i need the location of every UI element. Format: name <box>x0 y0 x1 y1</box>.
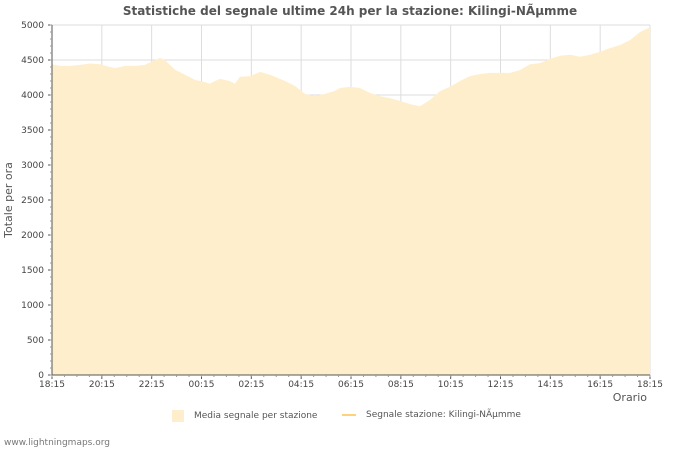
y-tick-label: 3500 <box>21 126 44 136</box>
y-axis-ticks: 0 500 1000 1500 2000 2500 3000 3500 4000 4500 5000 <box>21 21 52 381</box>
average-signal-area <box>52 27 650 375</box>
y-tick-label: 4500 <box>21 56 44 66</box>
x-tick-label: 20:15 <box>89 380 115 390</box>
y-tick-label: 4000 <box>21 91 44 101</box>
legend-item-average[interactable]: Media segnale per stazione <box>172 410 317 422</box>
x-tick-label: 00:15 <box>189 380 215 390</box>
y-tick-label: 5000 <box>21 21 44 31</box>
chart-title: Statistiche del segnale ultime 24h per l… <box>122 4 578 18</box>
y-tick-label: 1000 <box>21 301 44 311</box>
x-tick-label: 02:15 <box>238 380 264 390</box>
x-tick-label: 06:15 <box>338 380 364 390</box>
x-tick-label: 08:15 <box>388 380 414 390</box>
y-tick-label: 500 <box>27 336 44 346</box>
x-tick-label: 12:15 <box>488 380 514 390</box>
y-tick-label: 1500 <box>21 266 44 276</box>
footer-source-link[interactable]: www.lightningmaps.org <box>4 438 110 448</box>
line-swatch-icon <box>342 414 356 416</box>
x-axis-ticks: 18:15 20:15 22:15 00:15 02:15 04:15 06:15 08:15… <box>39 375 663 390</box>
y-tick-label: 2500 <box>21 196 44 206</box>
y-tick-label: 3000 <box>21 161 44 171</box>
x-tick-label: 18:15 <box>39 380 65 390</box>
x-tick-label: 18:15 <box>637 380 663 390</box>
legend-label-station: Segnale stazione: Kilingi-NÃµmme <box>366 410 521 420</box>
x-tick-label: 10:15 <box>438 380 464 390</box>
x-axis-title: Orario <box>613 391 648 404</box>
x-tick-label: 04:15 <box>288 380 314 390</box>
x-tick-label: 22:15 <box>139 380 165 390</box>
legend: Media segnale per stazione Segnale stazi… <box>0 410 700 428</box>
legend-item-station[interactable]: Segnale stazione: Kilingi-NÃµmme <box>342 410 521 420</box>
x-tick-label: 14:15 <box>537 380 563 390</box>
legend-label-average: Media segnale per stazione <box>194 411 318 421</box>
y-tick-label: 0 <box>38 371 44 381</box>
y-axis-title: Totale per ora <box>2 162 15 239</box>
y-tick-label: 2000 <box>21 231 44 241</box>
area-swatch-icon <box>172 410 184 422</box>
x-tick-label: 16:15 <box>587 380 613 390</box>
